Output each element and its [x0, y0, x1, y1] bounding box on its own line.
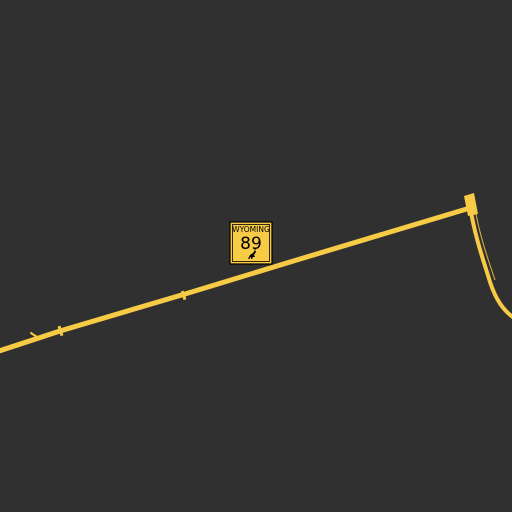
route-shield-number: 89	[240, 234, 262, 254]
highway-main-segment	[0, 205, 473, 354]
highway-curve-edge	[475, 213, 496, 281]
road-tick-marker	[180, 290, 187, 301]
route-shield-state-label: WYOMING	[232, 225, 270, 234]
highway-interchange-block	[464, 193, 478, 216]
route-shield[interactable]: WYOMING 89	[229, 221, 273, 265]
road-tick-marker	[57, 325, 64, 337]
bucking-horse-icon	[248, 249, 256, 259]
highway-curve-segment	[469, 210, 512, 319]
highway-spur-left	[30, 332, 41, 340]
highway-route-89[interactable]	[0, 193, 512, 354]
route-shield-inner-border	[232, 224, 270, 262]
